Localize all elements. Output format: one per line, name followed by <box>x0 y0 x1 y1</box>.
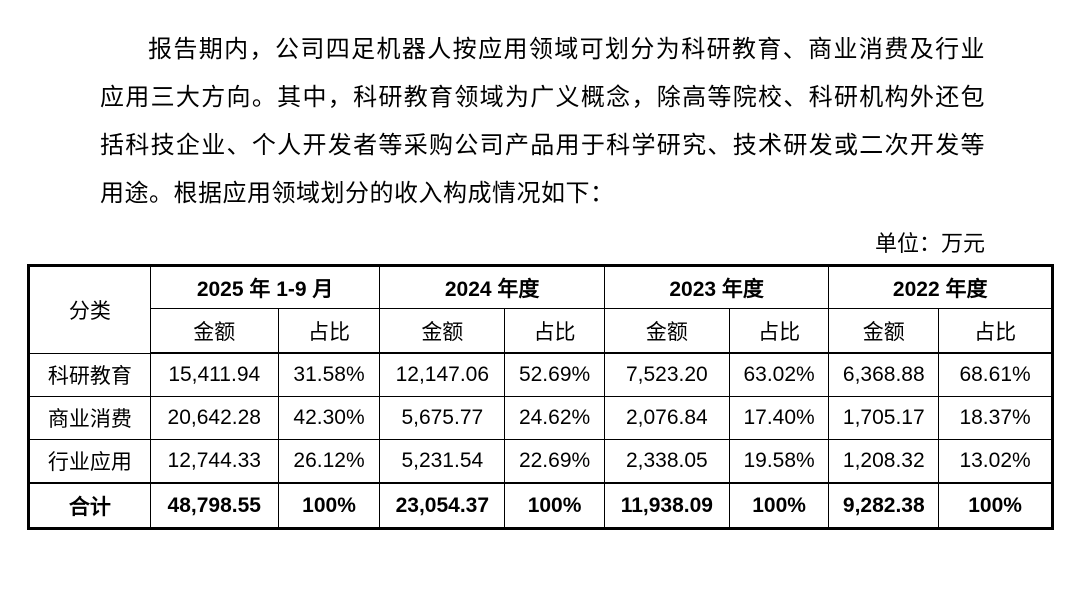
ratio-cell: 31.58% <box>277 352 381 397</box>
ratio-cell: 26.12% <box>277 439 381 484</box>
amount-cell: 12,744.33 <box>149 439 279 484</box>
paragraph-line: 括科技企业、个人开发者等采购公司产品用于科学研究、技术研发或二次开发等 <box>100 133 985 159</box>
amount-cell: 15,411.94 <box>149 352 279 397</box>
amount-cell: 2,076.84 <box>603 396 730 440</box>
column-header-amount: 金额 <box>603 308 730 354</box>
table-row-research-education: 科研教育 15,411.94 31.58% 12,147.06 52.69% 7… <box>28 352 1053 397</box>
ratio-cell: 42.30% <box>277 396 381 440</box>
ratio-cell: 52.69% <box>504 352 605 397</box>
amount-cell: 5,675.77 <box>379 396 506 440</box>
ratio-cell: 22.69% <box>504 439 605 484</box>
paragraph-line: 用途。根据应用领域划分的收入构成情况如下： <box>100 181 615 207</box>
ratio-cell: 63.02% <box>728 352 830 397</box>
ratio-cell: 13.02% <box>938 439 1053 484</box>
ratio-cell: 24.62% <box>504 396 605 440</box>
ratio-cell: 100% <box>504 482 605 529</box>
column-header-category: 分类 <box>28 265 151 354</box>
paragraph-line: 报告期内，公司四足机器人按应用领域可划分为科研教育、商业消费及行业 <box>148 37 985 63</box>
column-header-period-2025: 2025 年 1-9 月 <box>149 265 381 309</box>
category-cell: 合计 <box>28 482 151 529</box>
table-row-total: 合计 48,798.55 100% 23,054.37 100% 11,938.… <box>28 482 1053 529</box>
amount-cell: 1,705.17 <box>828 396 940 440</box>
ratio-cell: 100% <box>277 482 381 529</box>
document-page: 报告期内，公司四足机器人按应用领域可划分为科研教育、商业消费及行业 应用三大方向… <box>0 26 1080 590</box>
ratio-cell: 19.58% <box>728 439 830 484</box>
amount-cell: 48,798.55 <box>149 482 279 529</box>
revenue-by-application-table: 分类 2025 年 1-9 月 2024 年度 2023 年度 2022 年度 … <box>27 264 1054 530</box>
column-header-ratio: 占比 <box>728 308 830 354</box>
amount-cell: 2,338.05 <box>603 439 730 484</box>
ratio-cell: 100% <box>938 482 1053 529</box>
amount-cell: 6,368.88 <box>828 352 940 397</box>
ratio-cell: 68.61% <box>938 352 1053 397</box>
amount-cell: 11,938.09 <box>603 482 730 529</box>
body-paragraph: 报告期内，公司四足机器人按应用领域可划分为科研教育、商业消费及行业 应用三大方向… <box>100 26 985 218</box>
category-cell: 商业消费 <box>28 396 151 440</box>
amount-cell: 12,147.06 <box>379 352 506 397</box>
table-header-sub-row: 金额 占比 金额 占比 金额 占比 金额 占比 <box>29 308 1053 354</box>
category-cell: 行业应用 <box>28 439 151 484</box>
amount-cell: 7,523.20 <box>603 352 730 397</box>
ratio-cell: 18.37% <box>938 396 1053 440</box>
column-header-period-2024: 2024 年度 <box>379 265 605 309</box>
ratio-cell: 17.40% <box>728 396 830 440</box>
paragraph-line: 应用三大方向。其中，科研教育领域为广义概念，除高等院校、科研机构外还包 <box>100 85 985 111</box>
column-header-period-2022: 2022 年度 <box>828 265 1053 309</box>
column-header-amount: 金额 <box>828 308 940 354</box>
column-header-period-2023: 2023 年度 <box>603 265 830 309</box>
amount-cell: 23,054.37 <box>379 482 506 529</box>
ratio-cell: 100% <box>728 482 830 529</box>
amount-cell: 5,231.54 <box>379 439 506 484</box>
unit-label: 单位：万元 <box>874 231 985 256</box>
table-header-period-row: 分类 2025 年 1-9 月 2024 年度 2023 年度 2022 年度 <box>28 265 1053 354</box>
table-row-industry-application: 行业应用 12,744.33 26.12% 5,231.54 22.69% 2,… <box>28 439 1053 484</box>
table-row-commercial-consumer: 商业消费 20,642.28 42.30% 5,675.77 24.62% 2,… <box>28 396 1053 440</box>
column-header-ratio: 占比 <box>277 308 381 354</box>
column-header-amount: 金额 <box>379 308 506 354</box>
column-header-ratio: 占比 <box>504 308 605 354</box>
amount-cell: 1,208.32 <box>828 439 940 484</box>
column-header-ratio: 占比 <box>938 308 1053 354</box>
amount-cell: 20,642.28 <box>149 396 279 440</box>
category-cell: 科研教育 <box>28 352 151 397</box>
amount-cell: 9,282.38 <box>828 482 940 529</box>
column-header-amount: 金额 <box>149 308 279 354</box>
